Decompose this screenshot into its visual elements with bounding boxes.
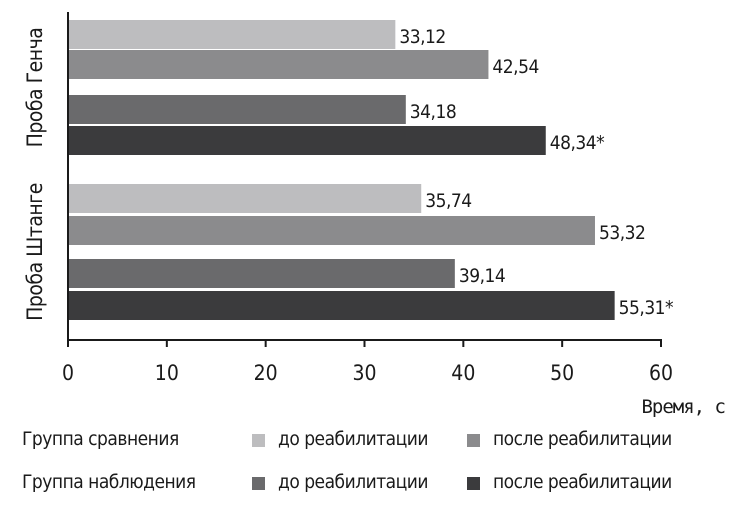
x-tick-label: 50 <box>550 361 574 385</box>
legend-label: до реабилитации <box>278 471 429 493</box>
data-label: 35,74 <box>425 190 471 212</box>
x-tick-label: 60 <box>649 361 673 385</box>
data-label: 33,12 <box>399 26 445 48</box>
bar <box>68 259 455 288</box>
x-tick-label: 0 <box>62 361 74 385</box>
bar <box>68 291 615 320</box>
legend-label: после реабилитации <box>493 471 672 493</box>
x-tick-label: 30 <box>352 361 376 385</box>
data-label: 34,18 <box>410 101 456 123</box>
x-tick-label: 10 <box>155 361 179 385</box>
legend-swatch <box>467 434 480 447</box>
legend-swatch <box>252 434 265 447</box>
data-label: 53,32 <box>599 222 645 244</box>
legend-label: после реабилитации <box>493 428 672 450</box>
legend-group-label: Группа сравнения <box>22 428 179 450</box>
legend-label: до реабилитации <box>278 428 429 450</box>
data-label: 39,14 <box>459 265 505 287</box>
legend-swatch <box>467 477 480 490</box>
data-label: 42,54 <box>492 56 538 78</box>
bar <box>68 184 422 213</box>
category-label: Проба Штанге <box>23 183 47 321</box>
bar <box>68 50 489 79</box>
legend-group-label: Группа наблюдения <box>22 471 196 493</box>
bar <box>68 216 595 245</box>
data-label: 48,34* <box>550 132 605 154</box>
bar-chart: 33,12 42,54 34,18 48,34* Проба Генча 35,74 53,… <box>23 12 726 418</box>
x-tick-label: 40 <box>451 361 475 385</box>
bar <box>68 126 546 155</box>
x-tick-label: 20 <box>254 361 278 385</box>
x-axis-title: Время, с <box>641 396 725 418</box>
legend-swatch <box>252 477 265 490</box>
bar <box>68 95 406 124</box>
category-label: Проба Генча <box>23 28 47 148</box>
bar <box>68 20 396 49</box>
data-label: 55,31* <box>619 297 674 319</box>
